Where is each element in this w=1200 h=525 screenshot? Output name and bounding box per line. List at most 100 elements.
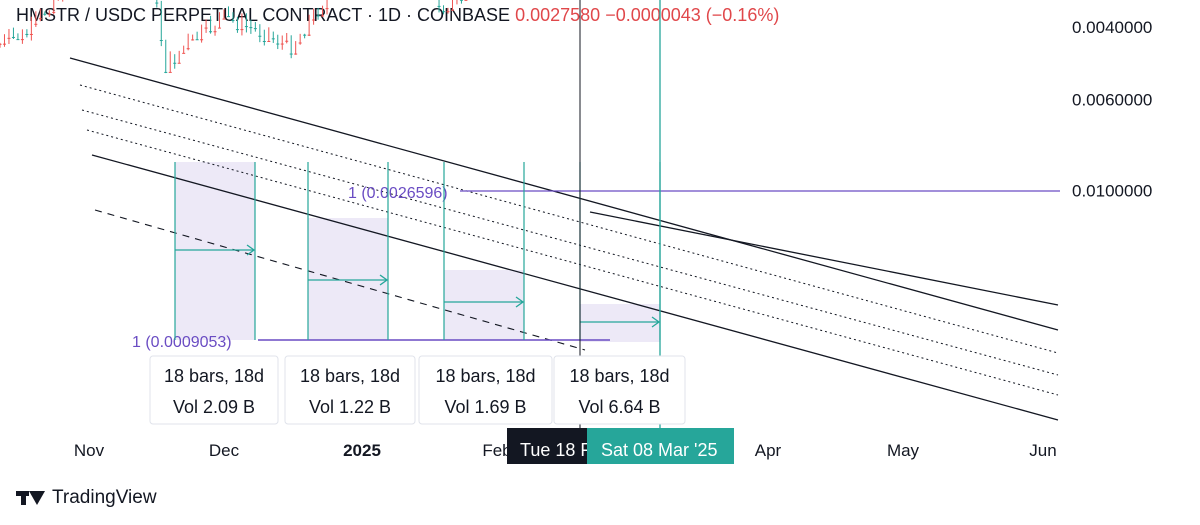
candle-up: [289, 53, 293, 55]
measure-box: 18 bars, 18d Vol 6.64 B: [553, 355, 686, 425]
channel-line: [91, 154, 1059, 421]
candle-up: [231, 20, 235, 22]
symbol-title: HMSTR / USDC PERPETUAL CONTRACT · 1D · C…: [16, 5, 511, 25]
price-tick: 0.0040000: [1072, 18, 1152, 37]
measure-boxes: 18 bars, 18d Vol 2.09 B 18 bars, 18d Vol 1.…: [149, 355, 686, 425]
arrow-head-icon: [515, 296, 525, 308]
candle-down: [267, 40, 271, 42]
crosshair-date-black: Tue 18 F: [520, 440, 591, 460]
brand-name: TradingView: [52, 487, 157, 508]
candle-up: [244, 26, 248, 28]
candle-down: [464, 0, 468, 1]
candle-down: [186, 48, 190, 50]
time-tick: Dec: [209, 441, 240, 460]
channel-line: [94, 209, 586, 351]
candle-down: [200, 39, 204, 41]
candle-up: [271, 38, 275, 40]
measure-vol-text: Vol 6.64 B: [578, 397, 660, 417]
candle-down: [307, 34, 311, 36]
candle-down: [182, 52, 186, 54]
candle-down: [2, 43, 6, 45]
candle-up: [316, 15, 320, 17]
fib-label-lower: 1 (0.0009053): [132, 334, 232, 351]
candles: [0, 0, 468, 74]
time-tick: Feb: [482, 441, 511, 460]
horizontal-levels: 1 (0.0026596) 1 (0.0009053): [132, 185, 1060, 351]
candle-up: [262, 40, 266, 42]
candle-up: [303, 34, 307, 36]
tradingview-brand[interactable]: TradingView: [16, 487, 157, 509]
measure-box: 18 bars, 18d Vol 2.09 B: [149, 355, 279, 425]
fib-label-upper: 1 (0.0026596): [348, 185, 448, 202]
time-tick: 2025: [343, 441, 381, 460]
candle-up: [459, 0, 463, 1]
candle-down: [446, 11, 450, 13]
arrow-head-icon: [379, 274, 389, 286]
candle-down: [20, 39, 24, 41]
channel-lines: [69, 57, 1059, 421]
candle-down: [34, 23, 38, 25]
price-axis: 0.01000000.00600000.00400000.00090000.00…: [1072, 18, 1152, 201]
measure-box-bg: [553, 355, 686, 425]
candle-down: [7, 37, 11, 39]
candle-up: [155, 2, 159, 4]
range-fill: [175, 162, 255, 340]
candle-down: [312, 19, 316, 21]
candle-up: [442, 11, 446, 13]
candle-up: [164, 71, 168, 73]
price-tick: 0.0100000: [1072, 182, 1152, 201]
candle-down: [52, 11, 56, 13]
time-tick: Jun: [1029, 441, 1056, 460]
candle-up: [209, 31, 213, 33]
candle-up: [226, 16, 230, 18]
candle-up: [43, 13, 47, 15]
channel-line: [69, 57, 1059, 331]
channel-line: [589, 211, 1059, 306]
candle-up: [249, 27, 253, 29]
price-tick: 0.0060000: [1072, 90, 1152, 109]
candle-down: [298, 42, 302, 44]
measure-vol-text: Vol 1.22 B: [309, 397, 391, 417]
time-axis: Nov Dec 2025 Feb Apr May Jun Tue 18 F Sat 08 Mar…: [74, 428, 1057, 464]
candle-up: [25, 33, 29, 35]
price-chart[interactable]: 1 (0.0026596) 1 (0.0009053) 0.0100000 0.00…: [0, 0, 1200, 480]
candle-up: [16, 39, 20, 41]
candle-down: [450, 9, 454, 11]
candle-down: [177, 62, 181, 64]
candle-down: [38, 18, 42, 20]
measure-box: 18 bars, 18d Vol 1.69 B: [418, 355, 553, 425]
measure-vol-text: Vol 2.09 B: [173, 397, 255, 417]
arrow-head-icon: [651, 316, 661, 328]
candle-down: [240, 29, 244, 31]
candle-down: [294, 53, 298, 55]
range-fill: [580, 304, 660, 342]
candle-down: [29, 33, 33, 35]
candle-up: [159, 39, 163, 41]
measure-box-bg: [149, 355, 279, 425]
range-fill: [308, 218, 388, 340]
arrow-head-icon: [246, 244, 256, 256]
candle-up: [195, 39, 199, 41]
measure-box-bg: [418, 355, 553, 425]
candle-up: [235, 29, 239, 31]
candle-up: [173, 62, 177, 64]
channel-line: [81, 109, 1059, 376]
candle-up: [437, 5, 441, 7]
crosshair-date-green: Sat 08 Mar '25: [601, 440, 718, 460]
measure-bars-text: 18 bars, 18d: [164, 366, 264, 386]
chart-header: HMSTR / USDC PERPETUAL CONTRACT · 1D · C…: [16, 5, 779, 26]
time-tick: Nov: [74, 441, 105, 460]
header-price: 0.0027580: [515, 5, 601, 25]
tradingview-logo-icon: [16, 489, 46, 507]
candle-down: [204, 27, 208, 29]
candle-down: [222, 18, 226, 20]
candle-down: [321, 15, 325, 17]
measure-vol-text: Vol 1.69 B: [444, 397, 526, 417]
candle-down: [325, 8, 329, 10]
header-change: −0.0000043 (−0.16%): [605, 5, 780, 25]
crosshair-date-badge: [507, 428, 587, 464]
measure-box: 18 bars, 18d Vol 1.22 B: [284, 355, 416, 425]
measure-bars-text: 18 bars, 18d: [300, 366, 400, 386]
measure-bars-text: 18 bars, 18d: [569, 366, 669, 386]
channel-line: [79, 84, 1059, 354]
